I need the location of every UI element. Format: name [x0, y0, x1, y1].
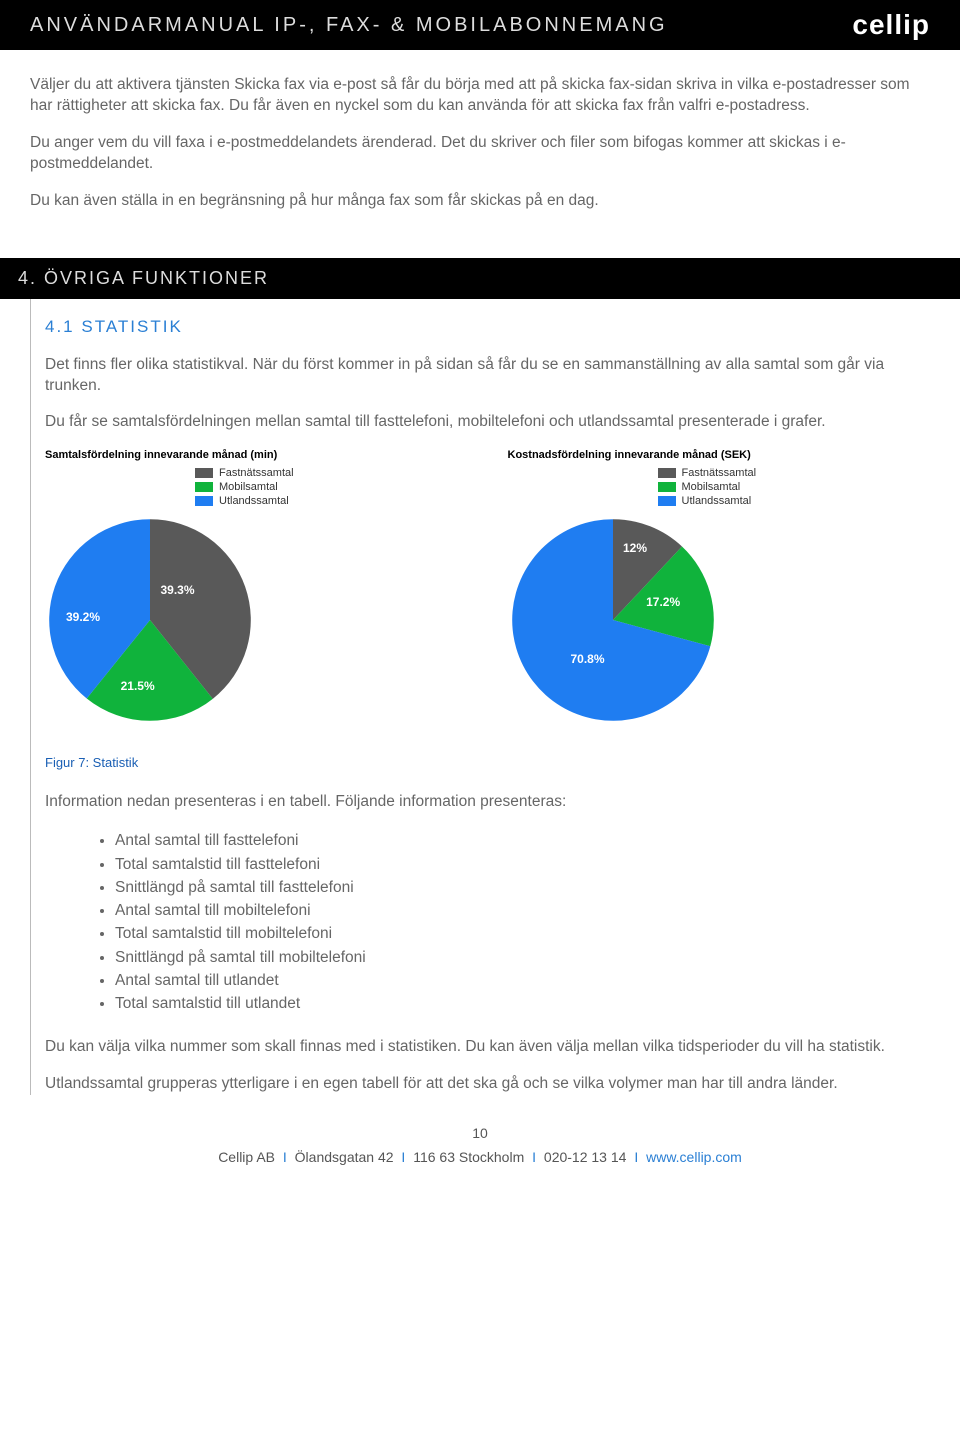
info-bullets: Antal samtal till fasttelefoniTotal samt…: [115, 829, 930, 1015]
legend-swatch: [195, 482, 213, 492]
chart-1-legend: Fastnätssamtal Mobilsamtal Utlandssamtal: [45, 467, 468, 507]
legend-label: Mobilsamtal: [682, 481, 741, 493]
section-4-p1: Det finns fler olika statistikval. När d…: [45, 355, 930, 397]
section-4-p2: Du får se samtalsfördelningen mellan sam…: [45, 412, 930, 433]
footer-sep: I: [401, 1149, 405, 1165]
legend-item: Utlandssamtal: [658, 495, 931, 507]
page-header: ANVÄNDARMANUAL IP-, FAX- & MOBILABONNEMA…: [0, 0, 960, 50]
bullet-item: Total samtalstid till utlandet: [115, 992, 930, 1015]
intro-content: Väljer du att aktivera tjänsten Skicka f…: [0, 50, 960, 238]
section-4-1-heading: 4.1 STATISTIK: [45, 317, 930, 337]
legend-item: Mobilsamtal: [195, 481, 468, 493]
footer-sep: I: [532, 1149, 536, 1165]
brand-logo: cellip: [852, 9, 930, 41]
footer-postal: 116 63 Stockholm: [413, 1149, 524, 1165]
intro-p1: Väljer du att aktivera tjänsten Skicka f…: [30, 75, 930, 117]
section-4-p3: Information nedan presenteras i en tabel…: [45, 792, 930, 813]
legend-swatch: [658, 496, 676, 506]
legend-label: Fastnätssamtal: [682, 467, 757, 479]
section-4-heading: 4. ÖVRIGA FUNKTIONER: [0, 258, 960, 299]
footer-sep: I: [634, 1149, 638, 1165]
legend-label: Utlandssamtal: [219, 495, 289, 507]
chart-2: Kostnadsfördelning innevarande månad (SE…: [508, 449, 931, 725]
pie-slice-label: 70.8%: [571, 652, 605, 666]
section-4-p4: Du kan välja vilka nummer som skall finn…: [45, 1037, 930, 1058]
footer-address: Ölandsgatan 42: [295, 1149, 394, 1165]
footer-url[interactable]: www.cellip.com: [646, 1149, 742, 1165]
footer-company: Cellip AB: [218, 1149, 275, 1165]
bullet-item: Antal samtal till fasttelefoni: [115, 829, 930, 852]
chart-1-title: Samtalsfördelning innevarande månad (min…: [45, 449, 468, 461]
legend-swatch: [658, 468, 676, 478]
legend-label: Fastnätssamtal: [219, 467, 294, 479]
bullet-item: Total samtalstid till mobiltelefoni: [115, 922, 930, 945]
section-4-body: 4.1 STATISTIK Det finns fler olika stati…: [30, 299, 930, 1096]
header-title: ANVÄNDARMANUAL IP-, FAX- & MOBILABONNEMA…: [30, 14, 668, 37]
page-footer: 10 Cellip AB I Ölandsgatan 42 I 116 63 S…: [0, 1125, 960, 1185]
legend-item: Fastnätssamtal: [195, 467, 468, 479]
legend-label: Utlandssamtal: [682, 495, 752, 507]
pie-slice-label: 39.2%: [66, 610, 100, 624]
intro-p2: Du anger vem du vill faxa i e-postmeddel…: [30, 133, 930, 175]
pie-slice-label: 12%: [623, 541, 647, 555]
chart-1-pie: 39.3% 21.5% 39.2%: [45, 515, 255, 725]
legend-item: Utlandssamtal: [195, 495, 468, 507]
chart-2-pie: 12% 17.2% 70.8%: [508, 515, 718, 725]
bullet-item: Antal samtal till utlandet: [115, 969, 930, 992]
pie-slice-label: 21.5%: [121, 679, 155, 693]
bullet-item: Snittlängd på samtal till mobiltelefoni: [115, 946, 930, 969]
footer-sep: I: [283, 1149, 287, 1165]
footer-line: Cellip AB I Ölandsgatan 42 I 116 63 Stoc…: [0, 1149, 960, 1165]
charts-row: Samtalsfördelning innevarande månad (min…: [45, 449, 930, 725]
legend-swatch: [658, 482, 676, 492]
legend-label: Mobilsamtal: [219, 481, 278, 493]
legend-swatch: [195, 496, 213, 506]
footer-phone: 020-12 13 14: [544, 1149, 627, 1165]
bullet-item: Antal samtal till mobiltelefoni: [115, 899, 930, 922]
bullet-item: Total samtalstid till fasttelefoni: [115, 853, 930, 876]
figure-caption: Figur 7: Statistik: [45, 755, 930, 770]
chart-1: Samtalsfördelning innevarande månad (min…: [45, 449, 468, 725]
page-number: 10: [0, 1125, 960, 1141]
bullet-item: Snittlängd på samtal till fasttelefoni: [115, 876, 930, 899]
legend-swatch: [195, 468, 213, 478]
chart-2-legend: Fastnätssamtal Mobilsamtal Utlandssamtal: [508, 467, 931, 507]
legend-item: Fastnätssamtal: [658, 467, 931, 479]
chart-2-title: Kostnadsfördelning innevarande månad (SE…: [508, 449, 931, 461]
pie-slice-label: 17.2%: [646, 595, 680, 609]
pie-slice-label: 39.3%: [161, 583, 195, 597]
intro-p3: Du kan även ställa in en begränsning på …: [30, 191, 930, 212]
legend-item: Mobilsamtal: [658, 481, 931, 493]
section-4-p5: Utlandssamtal grupperas ytterligare i en…: [45, 1074, 930, 1095]
